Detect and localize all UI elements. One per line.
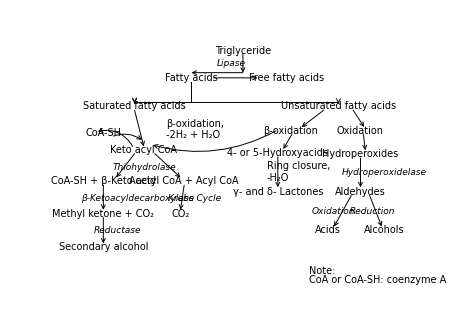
Text: Acetyl CoA + Acyl CoA: Acetyl CoA + Acyl CoA: [129, 176, 239, 186]
Text: β-Ketoacyldecarboxylase: β-Ketoacyldecarboxylase: [82, 194, 194, 203]
Text: γ- and δ- Lactones: γ- and δ- Lactones: [233, 187, 323, 197]
Text: Saturated fatty acids: Saturated fatty acids: [83, 101, 186, 111]
Text: Note:: Note:: [309, 265, 336, 276]
Text: Aldehydes: Aldehydes: [335, 187, 386, 197]
Text: Krebs Cycle: Krebs Cycle: [168, 194, 221, 203]
Text: β-oxidation,
-2H₂ + H₂O: β-oxidation, -2H₂ + H₂O: [166, 119, 224, 140]
Text: Free fatty acids: Free fatty acids: [249, 73, 325, 83]
Text: Lipase: Lipase: [217, 59, 246, 68]
Text: Ring closure,
-H₂O: Ring closure, -H₂O: [267, 162, 330, 183]
Text: Oxidation: Oxidation: [311, 207, 355, 216]
Text: Unsaturated fatty acids: Unsaturated fatty acids: [281, 101, 396, 111]
Text: CoA-SH + β-Keto acid: CoA-SH + β-Keto acid: [51, 176, 156, 186]
Text: CO₂: CO₂: [171, 209, 190, 219]
Text: Hydroperoxides: Hydroperoxides: [322, 149, 399, 159]
Text: 4- or 5-Hydroxyacids: 4- or 5-Hydroxyacids: [228, 148, 328, 158]
Text: Keto acyl CoA: Keto acyl CoA: [110, 145, 177, 155]
Text: Thiohydrolase: Thiohydrolase: [112, 163, 176, 172]
Text: CoA-SH: CoA-SH: [85, 128, 121, 138]
Text: Fatty acids: Fatty acids: [165, 73, 218, 83]
Text: Reduction: Reduction: [349, 207, 395, 216]
Text: Hydroperoxidelase: Hydroperoxidelase: [342, 168, 427, 177]
Text: Alcohols: Alcohols: [364, 225, 405, 236]
Text: Acids: Acids: [314, 225, 340, 236]
Text: β-oxidation: β-oxidation: [263, 126, 318, 136]
Text: Reductase: Reductase: [94, 226, 142, 235]
Text: Oxidation: Oxidation: [337, 126, 384, 136]
Text: Triglyceride: Triglyceride: [215, 46, 271, 56]
Text: Methyl ketone + CO₂: Methyl ketone + CO₂: [52, 209, 155, 219]
Text: Secondary alcohol: Secondary alcohol: [59, 242, 148, 252]
Text: CoA or CoA-SH: coenzyme A: CoA or CoA-SH: coenzyme A: [309, 275, 447, 285]
